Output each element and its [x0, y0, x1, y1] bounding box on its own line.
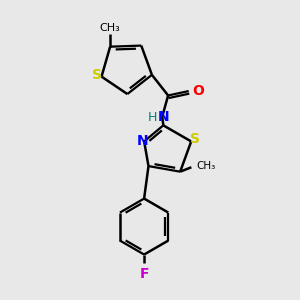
Text: O: O: [193, 84, 204, 98]
Text: CH₃: CH₃: [196, 161, 216, 171]
Text: S: S: [190, 132, 200, 146]
Text: F: F: [140, 267, 149, 281]
Text: H: H: [148, 111, 158, 124]
Text: N: N: [158, 110, 170, 124]
Text: CH₃: CH₃: [100, 23, 121, 33]
Text: S: S: [92, 68, 102, 82]
Text: N: N: [137, 134, 148, 148]
